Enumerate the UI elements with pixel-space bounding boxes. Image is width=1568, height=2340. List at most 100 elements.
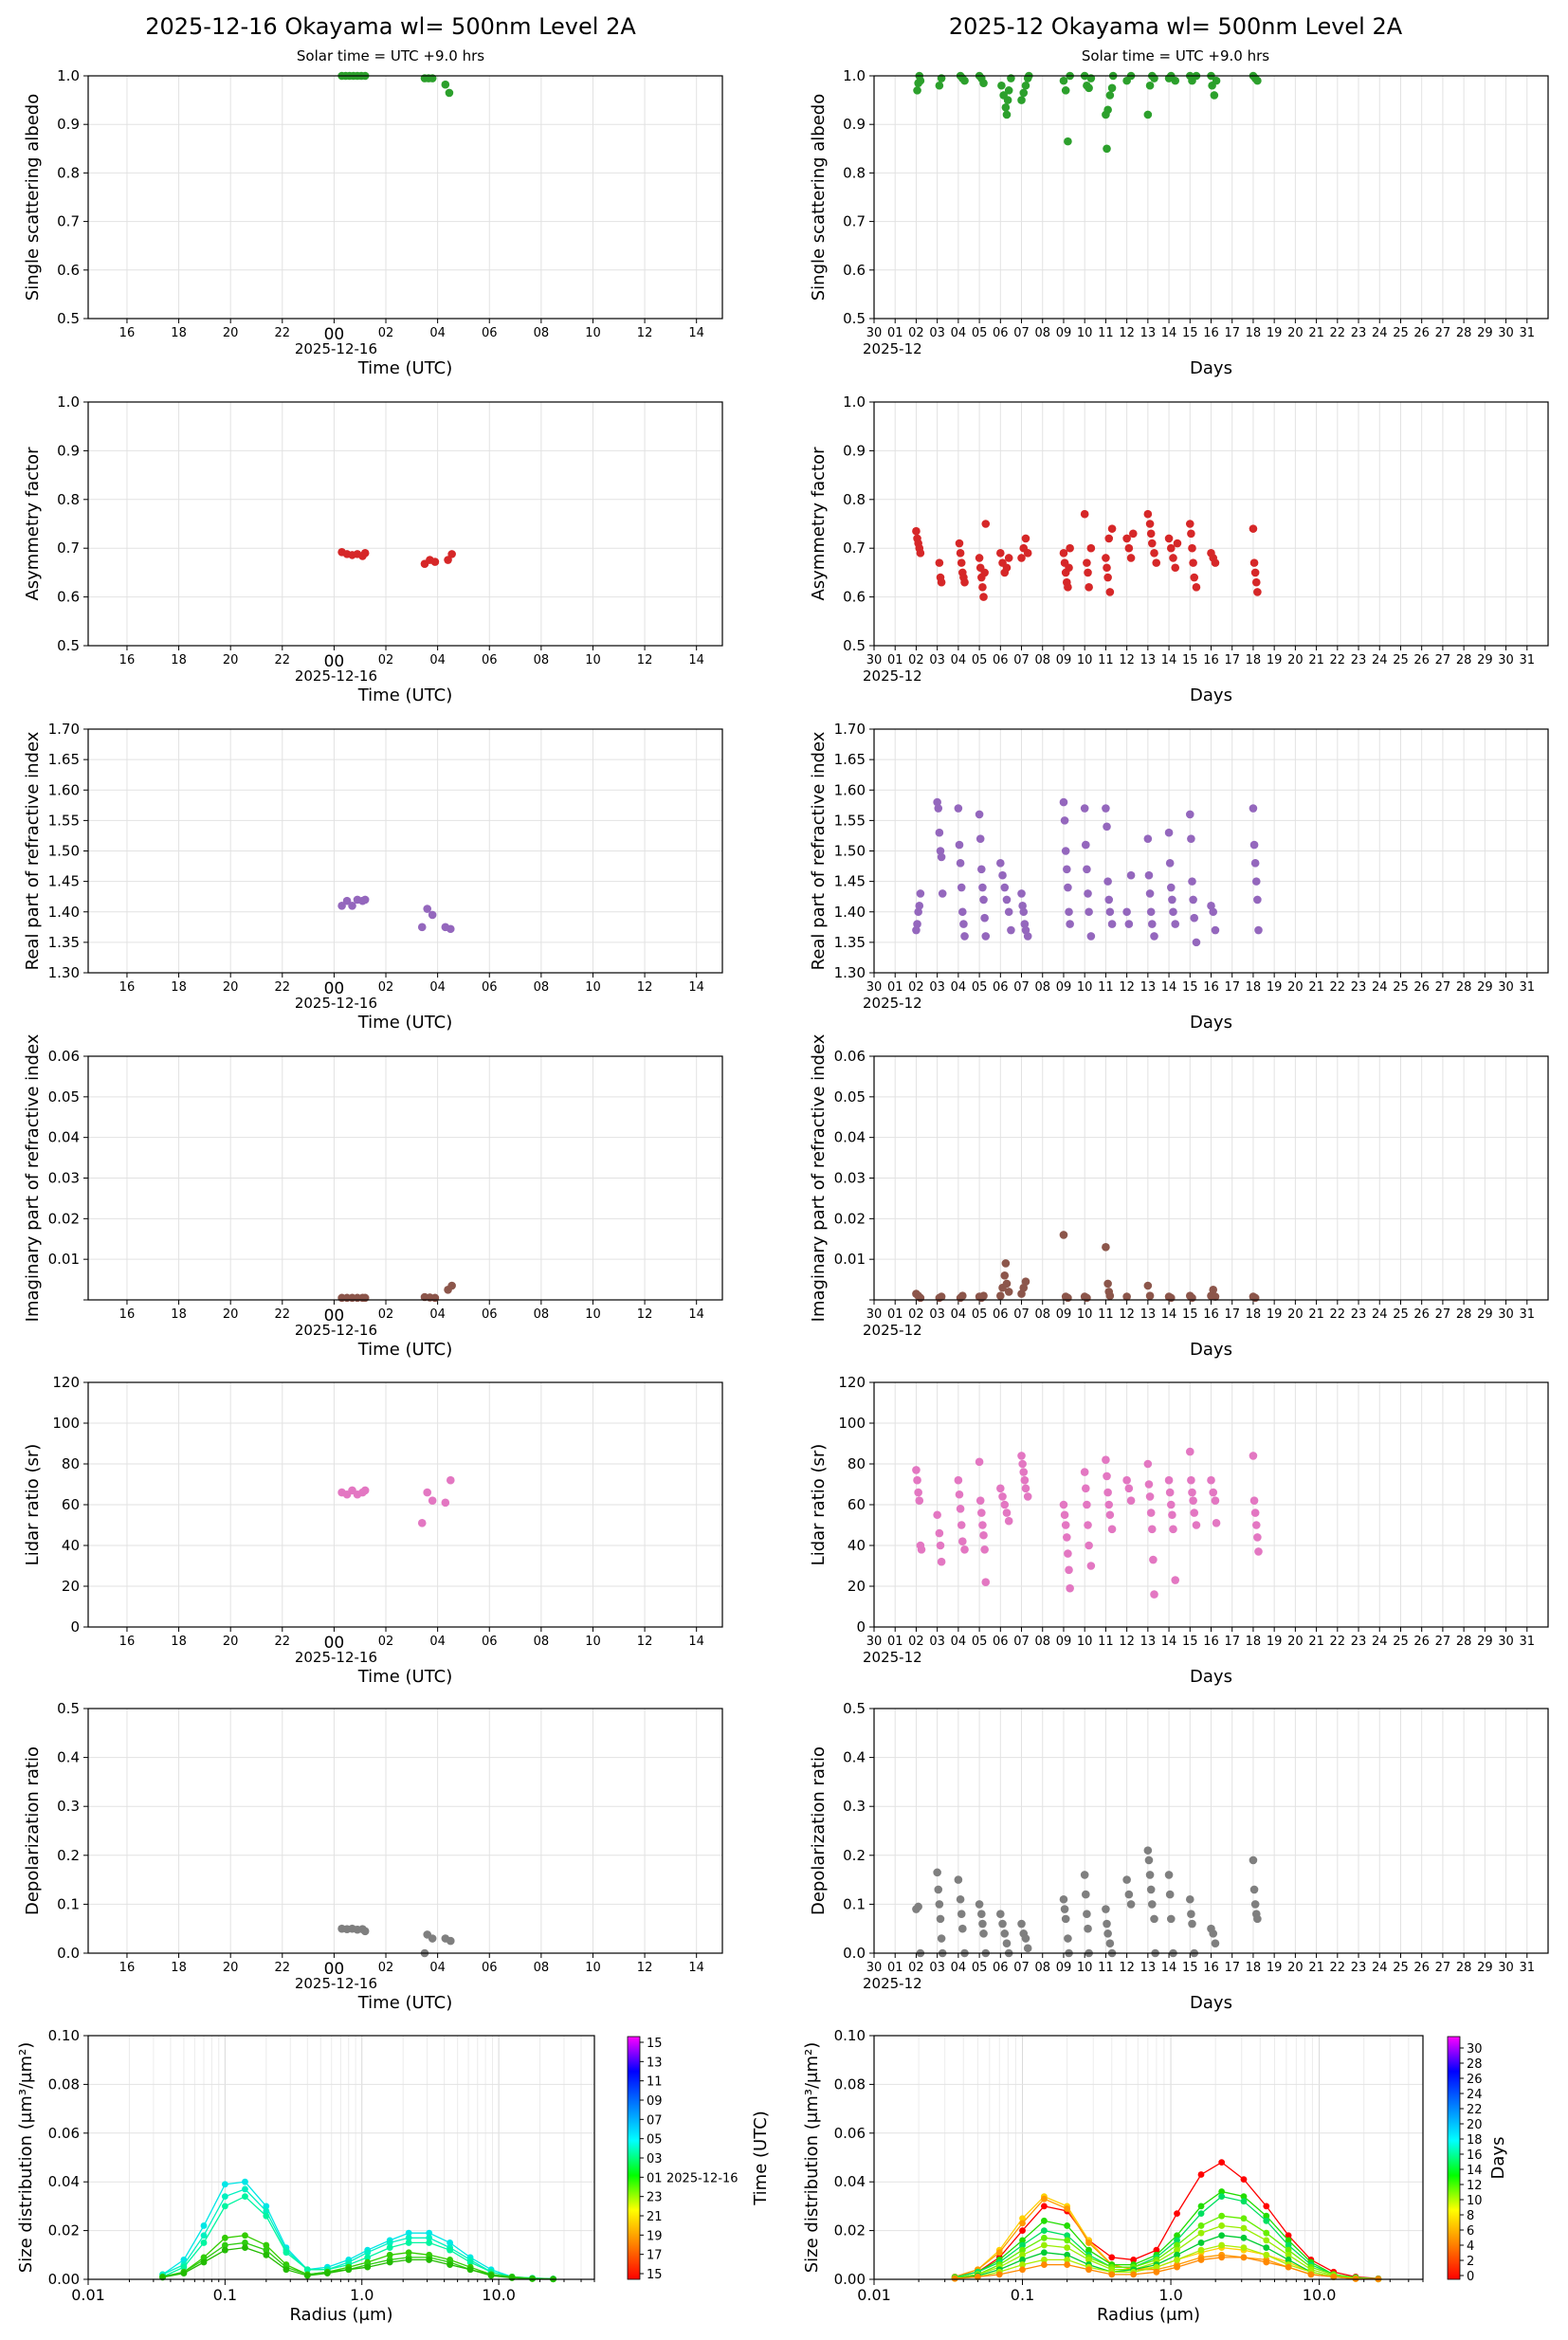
series-point [1064, 2205, 1071, 2212]
data-point [1192, 938, 1201, 947]
y-axis-label: Real part of refractive index [809, 731, 829, 970]
y-axis-label: Size distribution (μm³/μm²) [16, 2042, 36, 2273]
axes-frame [87, 1381, 723, 1628]
data-point [957, 883, 966, 892]
series-point [242, 2193, 248, 2201]
x-tick-label: 1.0 [1158, 2286, 1182, 2304]
series-point [1197, 2222, 1205, 2229]
y-tick-label: 0.02 [48, 2222, 80, 2239]
data-point [1122, 1875, 1131, 1884]
series-point [221, 2234, 228, 2241]
x-tick-label: 04 [429, 980, 446, 995]
data-point [1185, 810, 1194, 819]
data-point [1105, 1939, 1115, 1947]
x-tick-label: 09 [1056, 1307, 1072, 1322]
colorbar-tick-label: 12 [1467, 2179, 1483, 2193]
data-point [446, 1475, 455, 1485]
data-point [1145, 81, 1155, 90]
data-point [360, 1293, 370, 1303]
data-point [1081, 1484, 1090, 1493]
colorbar-tick-label: 2 [1467, 2255, 1474, 2269]
data-point [1063, 865, 1071, 874]
y-tick-label: 0.1 [57, 1895, 80, 1912]
data-point [1173, 539, 1182, 548]
x-tick-label: 03 [929, 1635, 945, 1649]
right-figure-title: 2025-12 Okayama wl= 500nm Level 2A [949, 13, 1403, 40]
data-point [1083, 1910, 1091, 1919]
data-point [1122, 534, 1131, 543]
series-point [200, 2222, 208, 2229]
x-tick-label: 19 [1267, 980, 1283, 995]
x-tick-label: 19 [1267, 326, 1283, 340]
series-point [1263, 2229, 1270, 2237]
data-point [1002, 1939, 1012, 1947]
series-point [345, 2266, 353, 2274]
data-point [428, 910, 437, 920]
data-point [1150, 549, 1158, 558]
data-point [1103, 1279, 1112, 1289]
y-tick-label: 1.35 [48, 934, 80, 951]
y-axis-label: Size distribution (μm³/μm²) [802, 2042, 822, 2273]
x-axis-label: Days [1190, 1993, 1232, 2013]
x-tick-label: 09 [1056, 980, 1072, 995]
x-date-label: 2025-12-16 [295, 1649, 377, 1666]
data-point [1209, 907, 1218, 917]
data-point [1001, 1259, 1011, 1268]
data-point [1064, 1549, 1072, 1558]
data-point [1164, 534, 1174, 543]
x-tick-label: 10 [1077, 1307, 1093, 1322]
panel-lidar_monthly: 30 01 02 03 04 05 06 07 08 09 10 11 12 13 14 15 16 17 18 19… [809, 1374, 1549, 1687]
x-tick-label: 09 [1056, 1635, 1072, 1649]
y-tick-label: 0.3 [843, 1798, 866, 1815]
y-tick-label: 0.7 [843, 539, 866, 557]
x-tick-label: 19 [1267, 1961, 1283, 1975]
data-point [1250, 1293, 1260, 1303]
data-point [1104, 895, 1114, 905]
x-tick-label: 23 [1351, 980, 1367, 995]
x-tick-label: 18 [1246, 1961, 1262, 1975]
y-tick-label: 0.7 [57, 539, 80, 557]
x-tick-label: 0.01 [857, 2286, 891, 2304]
x-tick-label: 15 [1182, 653, 1198, 667]
data-point [1126, 1900, 1136, 1909]
data-point [1143, 1846, 1153, 1855]
y-tick-label: 1.30 [834, 964, 866, 981]
y-axis-label: Depolarization ratio [809, 1746, 829, 1915]
x-date-label: 2025-12 [863, 1975, 922, 1992]
data-point [444, 556, 452, 564]
x-tick-label: 06 [993, 980, 1009, 995]
x-tick-label: 14 [688, 1961, 704, 1975]
series-point [1197, 2210, 1205, 2218]
data-point [1126, 870, 1136, 880]
x-tick-label: 04 [951, 1635, 967, 1649]
x-tick-label: 26 [1413, 1961, 1430, 1975]
colorbar-tick-label: 13 [647, 2056, 663, 2070]
axes-frame [87, 401, 723, 647]
data-point [916, 1293, 925, 1303]
series-point [386, 2258, 393, 2266]
y-tick-label: 1.70 [834, 721, 866, 738]
data-point [913, 1475, 921, 1485]
data-point [1107, 1525, 1117, 1534]
x-tick-label: 30 [1498, 1307, 1514, 1322]
y-tick-label: 0.04 [48, 2173, 80, 2190]
series-line [955, 2195, 1378, 2280]
series-point [1041, 2241, 1048, 2249]
data-point [937, 1934, 946, 1943]
y-tick-label: 1.35 [834, 934, 866, 951]
x-tick-label: 02 [908, 1307, 924, 1322]
data-point [954, 1475, 963, 1485]
x-tick-label: 17 [1224, 653, 1240, 667]
data-point [1017, 1919, 1026, 1929]
data-point [1147, 539, 1157, 548]
data-point [1152, 558, 1161, 567]
series-point [1019, 2246, 1026, 2254]
colorbar-tick-label: 26 [1467, 2073, 1483, 2087]
y-tick-label: 120 [838, 1374, 866, 1391]
data-point [1166, 1500, 1176, 1509]
axes-frame [87, 75, 723, 320]
data-point [1060, 1905, 1069, 1913]
series-point [283, 2266, 290, 2274]
x-tick-label: 13 [1140, 1961, 1157, 1975]
data-point [1212, 1519, 1221, 1527]
